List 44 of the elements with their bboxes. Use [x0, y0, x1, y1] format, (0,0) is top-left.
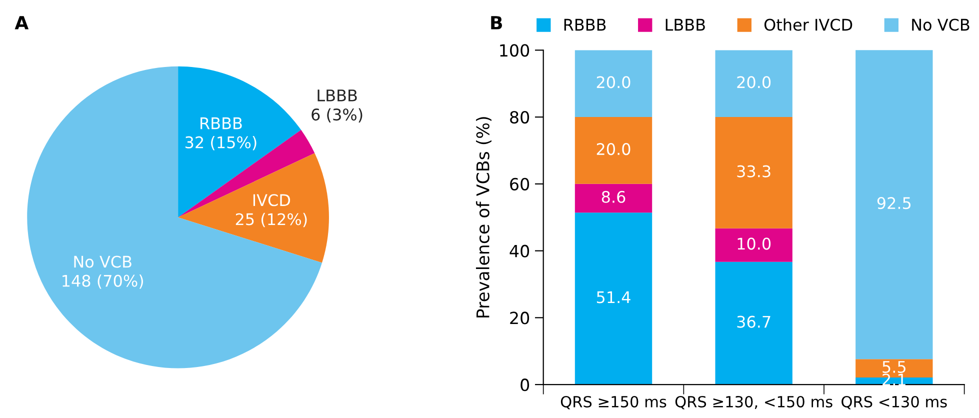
chart-title: B — [491, 16, 502, 30]
slice-label: IVCD — [253, 194, 290, 206]
x-tick-label: QRS ≥150 ms — [560, 396, 666, 410]
bar — [574, 212, 652, 385]
bar — [574, 117, 652, 184]
data-label: 32 (15%) — [186, 136, 256, 150]
y-axis-title: Prevalence of VCBs (%) — [476, 117, 492, 318]
data-label: 51.4 — [596, 291, 630, 304]
y-tick-label: 60 — [510, 178, 530, 190]
bar — [715, 228, 792, 262]
x-tick-label: QRS <130 ms — [842, 396, 947, 410]
data-label: 148 (70%) — [62, 274, 143, 289]
data-label: 5.5 — [882, 361, 906, 373]
y-tick-label: 80 — [510, 111, 530, 124]
y-tick-label: 40 — [510, 244, 530, 258]
data-label: 20.0 — [596, 143, 630, 156]
slice-label: RBBB — [200, 117, 242, 130]
bar — [574, 50, 652, 118]
legend-label: LBBB — [666, 18, 705, 31]
y-tick-label: 100 — [500, 44, 530, 57]
data-label: 6 (3%) — [312, 108, 362, 122]
data-label: 33.3 — [737, 165, 770, 178]
data-label: 20.0 — [596, 76, 630, 88]
data-label: 25 (12%) — [236, 212, 307, 228]
y-tick-label: 0 — [520, 378, 530, 392]
data-label: 8.6 — [602, 190, 626, 203]
slice-label: LBBB — [318, 90, 357, 102]
y-tick-label: 20 — [510, 312, 530, 324]
bar — [715, 50, 792, 118]
bar — [715, 262, 792, 385]
legend-label: Other IVCD — [764, 18, 852, 31]
data-label: 92.5 — [877, 197, 911, 210]
legend-label: No VCB — [912, 18, 970, 31]
slice-label: No VCB — [74, 256, 132, 268]
pie-slice — [178, 153, 329, 263]
bar — [574, 184, 652, 213]
data-label: 20.0 — [737, 76, 771, 88]
legend-label: RBBB — [564, 18, 606, 31]
bar — [715, 117, 792, 228]
data-label: 10.0 — [738, 238, 771, 250]
x-tick-label: QRS ≥130, <150 ms — [675, 396, 832, 410]
chart-title: A — [14, 16, 29, 30]
data-label: 36.7 — [737, 316, 770, 328]
bar — [856, 50, 933, 360]
